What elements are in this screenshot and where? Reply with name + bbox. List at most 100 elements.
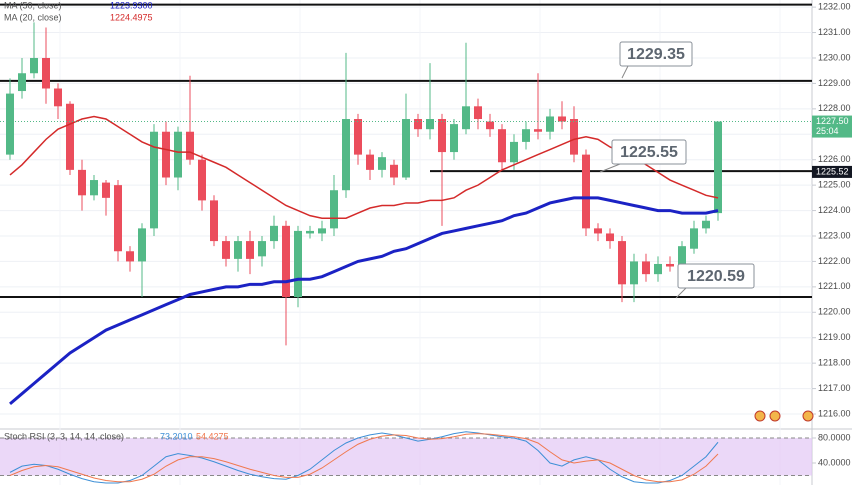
candle-body: [114, 185, 122, 252]
price-tag: [812, 165, 852, 178]
candle-body: [318, 228, 326, 234]
candle-body: [186, 131, 194, 160]
line-series: [9, 196, 719, 405]
candle-body: [378, 157, 386, 170]
candle-body: [78, 169, 86, 196]
price-tag: [812, 115, 852, 138]
y-tick-label: 1225.00: [818, 180, 851, 190]
event-icon: [769, 410, 781, 422]
candle-body: [666, 263, 674, 267]
y-tick-label: 40.0000: [818, 457, 851, 467]
candle-body: [234, 241, 242, 259]
candle-body: [618, 241, 626, 285]
candle-body: [102, 182, 110, 198]
candle-body: [6, 93, 14, 155]
candle-body: [474, 106, 482, 120]
annotation-box: [677, 263, 755, 289]
candle-body: [210, 200, 218, 242]
y-tick-label: 1228.00: [818, 103, 851, 113]
candle-body: [498, 129, 506, 163]
candle-body: [402, 119, 410, 178]
candle-body: [246, 241, 254, 259]
candle-body: [714, 121, 722, 214]
candle-body: [486, 121, 494, 130]
candle-body: [162, 131, 170, 178]
y-tick-label: 1221.00: [818, 281, 851, 291]
candle-body: [150, 131, 158, 229]
candle-body: [18, 73, 26, 92]
legend-value: 1224.4975: [110, 12, 153, 22]
candle-body: [294, 230, 302, 298]
price-tag-label: 1225.52: [816, 166, 849, 176]
candle-body: [702, 220, 710, 229]
y-tick-label: 1216.00: [818, 408, 851, 418]
legend-name: MA (50, close): [4, 0, 62, 10]
candle-body: [66, 103, 74, 170]
stoch-legend-value: 54.4275: [196, 431, 229, 441]
candle-body: [42, 57, 50, 89]
annotation-label: 1225.55: [620, 144, 678, 161]
annotation-label: 1220.59: [687, 268, 745, 285]
event-icon: [754, 410, 766, 422]
y-tick-label: 1217.00: [818, 383, 851, 393]
line-series: [9, 431, 719, 484]
candle-body: [462, 106, 470, 130]
y-tick-label: 1219.00: [818, 332, 851, 342]
annotation-label: 1229.35: [627, 46, 685, 63]
candle-body: [270, 225, 278, 242]
price-tag-label: 1227.50: [816, 116, 849, 126]
candle-body: [678, 246, 686, 267]
candle-body: [510, 141, 518, 163]
annotation-pointer: [675, 287, 687, 299]
annotation-pointer: [621, 65, 629, 79]
y-tick-label: 1232.00: [818, 1, 851, 11]
candle-body: [438, 119, 446, 153]
event-icon: [802, 410, 814, 422]
y-tick-label: 1226.00: [818, 154, 851, 164]
candle-body: [174, 131, 182, 178]
annotation-pointer: [599, 163, 621, 173]
annotation-box: [619, 41, 693, 67]
legend-name: MA (20, close): [4, 12, 62, 22]
candle-body: [90, 180, 98, 196]
candle-body: [198, 159, 206, 201]
candle-body: [642, 261, 650, 275]
candle-body: [390, 164, 398, 178]
stoch-legend-value: 73.2010: [160, 431, 193, 441]
candle-body: [366, 154, 374, 170]
y-tick-label: 1220.00: [818, 307, 851, 317]
candle-body: [138, 228, 146, 262]
y-tick-label: 1218.00: [818, 358, 851, 368]
candle-body: [594, 228, 602, 234]
candle-body: [690, 228, 698, 249]
candle-body: [582, 154, 590, 229]
candle-body: [522, 129, 530, 142]
candle-body: [570, 119, 578, 155]
candle-body: [342, 119, 350, 191]
line-series: [9, 433, 719, 483]
candle-body: [330, 190, 338, 229]
stoch-band: [0, 438, 812, 476]
candle-body: [54, 88, 62, 107]
candle-body: [258, 241, 266, 257]
y-tick-label: 1224.00: [818, 205, 851, 215]
annotation-box: [611, 139, 687, 165]
line-series: [9, 115, 719, 219]
y-tick-label: 1229.00: [818, 78, 851, 88]
y-tick-label: 1223.00: [818, 230, 851, 240]
candle-body: [450, 124, 458, 153]
candle-body: [306, 230, 314, 234]
y-tick-label: 1230.00: [818, 52, 851, 62]
countdown: 25:04: [816, 126, 839, 136]
candle-body: [558, 116, 566, 122]
candle-body: [282, 225, 290, 298]
y-tick-label: 80.0000: [818, 432, 851, 442]
y-tick-label: 1222.00: [818, 256, 851, 266]
candle-body: [426, 119, 434, 130]
candle-body: [654, 263, 662, 275]
candle-body: [534, 129, 542, 132]
candle-body: [354, 119, 362, 155]
candle-body: [30, 57, 38, 74]
